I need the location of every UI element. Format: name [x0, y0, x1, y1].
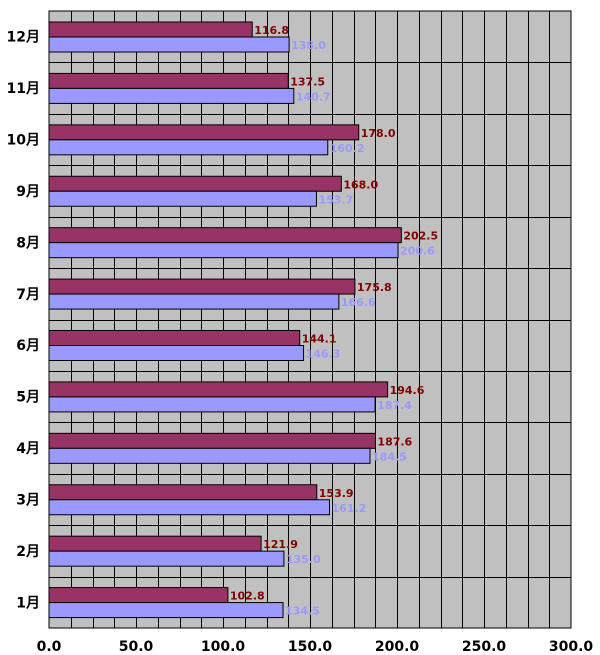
category-label: 1月 [16, 595, 40, 611]
x-tick-label: 100.0 [201, 639, 246, 655]
bar-series-1 [48, 72, 289, 89]
data-label-series-2: 146.3 [306, 348, 341, 361]
bar-series-1 [48, 124, 360, 141]
x-tick-labels: 0.0 50.0 100.0 150.0 200.0 250.0 300.0 [37, 639, 594, 655]
category-label: 10月 [7, 133, 40, 149]
data-label-series-2: 138.0 [291, 39, 326, 52]
category-label: 11月 [7, 81, 40, 97]
bar-series-2 [48, 602, 284, 619]
data-label-series-2: 160.2 [330, 142, 365, 155]
bar-series-1 [48, 175, 342, 192]
category-label: 3月 [16, 492, 40, 508]
data-label-series-1: 178.0 [361, 127, 396, 140]
data-label-series-2: 187.4 [377, 399, 412, 412]
bar-series-2 [48, 36, 290, 53]
bar-series-2 [48, 499, 330, 516]
bar-series-2 [48, 293, 340, 310]
category-label: 2月 [16, 544, 40, 560]
data-label-series-2: 184.5 [372, 450, 407, 463]
bar-series-1 [48, 484, 318, 501]
category-label: 9月 [16, 184, 40, 200]
bar-series-2 [48, 396, 376, 413]
bar-series-1 [48, 227, 402, 244]
bar-series-1 [48, 432, 376, 449]
bar-series-2 [48, 345, 305, 361]
category-label: 4月 [16, 441, 40, 457]
data-label-series-1: 102.8 [230, 590, 265, 603]
data-label-series-1: 153.9 [319, 487, 354, 500]
bar-series-2 [48, 139, 329, 156]
data-label-series-1: 116.8 [254, 24, 289, 37]
data-label-series-1: 121.9 [263, 538, 298, 551]
data-label-series-2: 200.6 [400, 245, 435, 258]
category-labels: 1月 2月 3月 4月 5月 6月 7月 8月 9月 10月 11月 12月 [7, 30, 40, 612]
data-label-series-2: 135.0 [286, 553, 321, 566]
bar-series-1 [48, 587, 229, 604]
grid-lines [49, 11, 571, 628]
bar-series-2 [48, 190, 317, 207]
category-label: 7月 [16, 287, 40, 303]
data-label-series-1: 194.6 [390, 384, 425, 397]
data-label-series-1: 175.8 [357, 281, 392, 294]
data-label-series-2: 153.7 [318, 193, 353, 206]
data-label-series-2: 134.5 [285, 605, 320, 618]
bar-series-1 [48, 381, 389, 398]
bar-series-1 [48, 535, 262, 552]
bar-series-2 [48, 447, 371, 464]
bar-series-1 [48, 278, 356, 295]
x-tick-label: 200.0 [375, 639, 420, 655]
category-label: 8月 [16, 235, 40, 251]
category-label: 12月 [7, 30, 40, 46]
data-label-series-1: 202.5 [403, 230, 438, 243]
bar-series-1 [48, 330, 301, 346]
bar-series-2 [48, 550, 285, 567]
data-label-series-2: 161.2 [331, 502, 366, 515]
data-label-series-2: 166.6 [341, 296, 376, 309]
data-label-series-1: 144.1 [302, 333, 337, 346]
x-tick-label: 300.0 [549, 639, 594, 655]
bar-series-1 [48, 21, 253, 38]
x-tick-label: 0.0 [37, 639, 62, 655]
category-label: 5月 [16, 390, 40, 406]
x-tick-label: 50.0 [119, 639, 154, 655]
category-label: 6月 [16, 338, 40, 354]
data-label-series-1: 187.6 [377, 435, 412, 448]
bar-series-2 [48, 87, 295, 104]
value-labels: 102.8 134.5 121.9 135.0 153.9 161.2 187.6 184.5… [230, 24, 438, 618]
data-label-series-2: 140.7 [296, 90, 331, 103]
data-label-series-1: 168.0 [343, 178, 378, 191]
bar-series-2 [48, 242, 399, 259]
x-tick-label: 150.0 [288, 639, 333, 655]
x-tick-label: 250.0 [462, 639, 507, 655]
data-label-series-1: 137.5 [290, 75, 325, 88]
bars-group [48, 21, 402, 619]
